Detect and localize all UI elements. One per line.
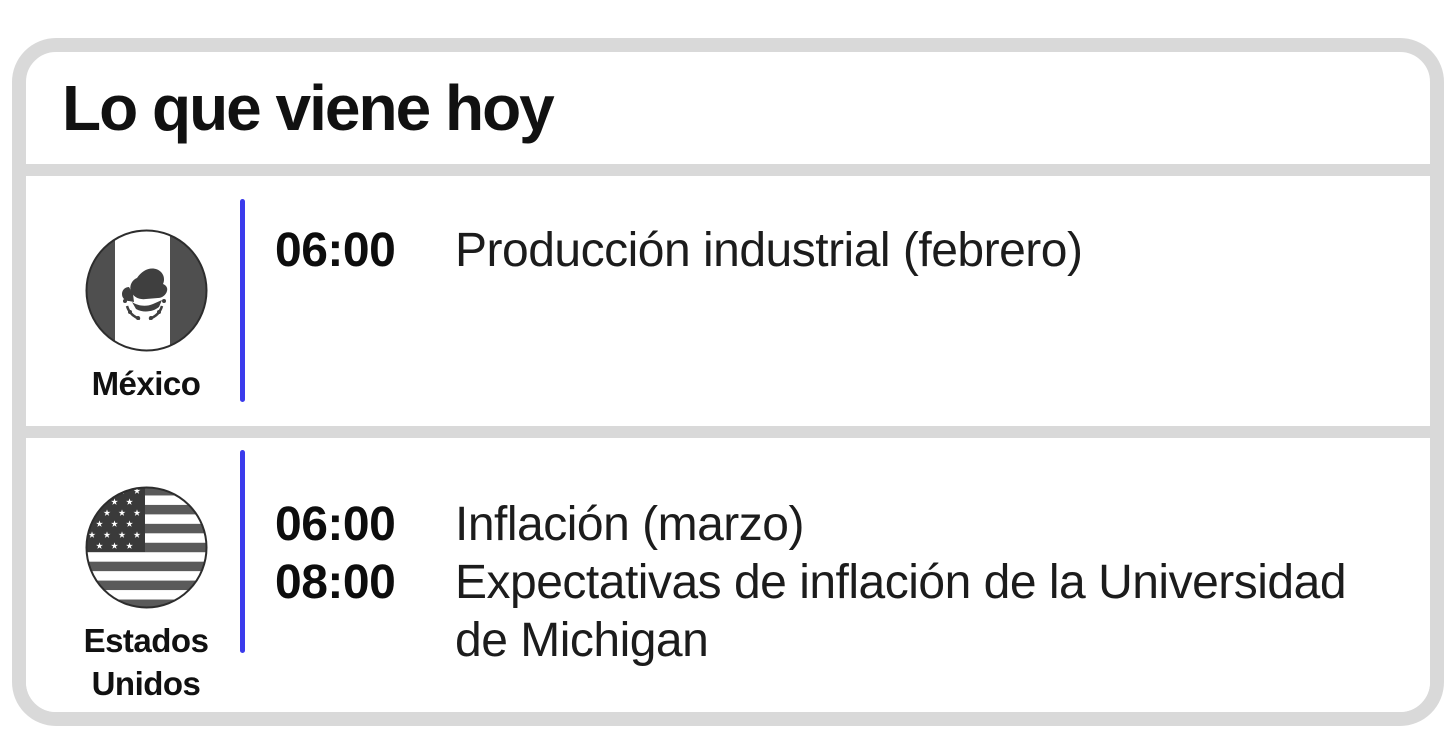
event-time: 06:00 (275, 224, 396, 277)
calendar-row-usa: Estados Unidos 06:00 Inflación (marzo) 0… (26, 438, 1430, 712)
country-column: México (78, 229, 214, 405)
divider (26, 164, 1430, 176)
event-time: 06:00 (275, 498, 396, 551)
calendar-row-mexico: México 06:00 Producción industrial (febr… (26, 176, 1430, 426)
event-item: 08:00 Expectativas de inflación de la Un… (275, 554, 1405, 670)
event-label: Inflación (marzo) (455, 498, 804, 551)
divider (26, 426, 1430, 438)
country-label: México (91, 365, 201, 402)
card-header: Lo que viene hoy (26, 52, 1430, 164)
event-label: Producción industrial (febrero) (455, 224, 1083, 277)
country-column: Estados Unidos (78, 486, 214, 705)
events-card: Lo que viene hoy (12, 38, 1444, 726)
event-label: Expectativas de inflación de la Universi… (455, 556, 1347, 667)
page-title: Lo que viene hoy (62, 72, 555, 144)
event-list: 06:00 Producción industrial (febrero) (275, 222, 1083, 280)
usa-flag-icon (85, 486, 207, 609)
event-item: 06:00 Inflación (marzo) (275, 496, 1405, 554)
accent-line (240, 450, 245, 653)
event-list: 06:00 Inflación (marzo) 08:00 Expectativ… (275, 496, 1405, 670)
mexico-flag-icon (85, 229, 207, 352)
country-label: Estados Unidos (83, 622, 209, 702)
event-item: 06:00 Producción industrial (febrero) (275, 222, 1083, 280)
event-time: 08:00 (275, 556, 396, 609)
accent-line (240, 199, 245, 402)
